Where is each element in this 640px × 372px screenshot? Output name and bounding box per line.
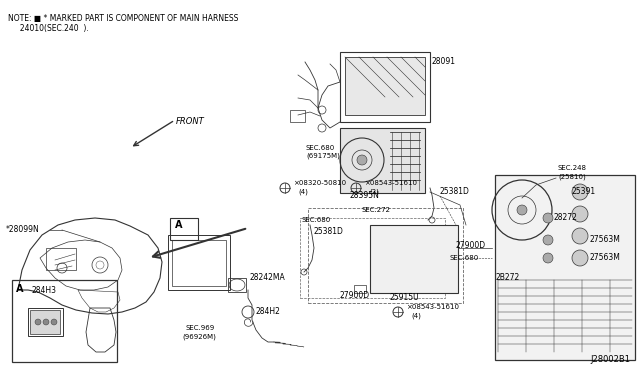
Text: 25381D: 25381D	[314, 228, 344, 237]
Circle shape	[35, 319, 41, 325]
Text: (69175M): (69175M)	[306, 153, 340, 159]
Text: ×08543-51610: ×08543-51610	[364, 180, 417, 186]
Bar	[340, 128, 425, 193]
Text: ×08543-51610: ×08543-51610	[406, 304, 459, 310]
Text: 28272: 28272	[554, 214, 578, 222]
Text: 2B272: 2B272	[496, 273, 520, 282]
Circle shape	[51, 319, 57, 325]
Text: *28099N: *28099N	[6, 225, 40, 234]
Text: 28395N: 28395N	[350, 192, 380, 201]
Text: 284H2: 284H2	[256, 308, 281, 317]
Text: SEC.680: SEC.680	[450, 255, 479, 261]
Circle shape	[572, 228, 588, 244]
Text: A: A	[16, 284, 24, 294]
Bar	[345, 57, 425, 115]
Circle shape	[517, 205, 527, 215]
Text: 24010(SEC.240  ).: 24010(SEC.240 ).	[8, 24, 89, 33]
Bar	[228, 278, 246, 292]
Circle shape	[572, 250, 588, 266]
Circle shape	[572, 184, 588, 200]
Text: SEC.248: SEC.248	[558, 165, 587, 171]
Circle shape	[543, 213, 553, 223]
Text: 25915U: 25915U	[390, 292, 420, 301]
Bar	[340, 52, 430, 122]
Bar	[46, 248, 76, 270]
Text: J28002B1: J28002B1	[590, 356, 630, 365]
Text: (2): (2)	[369, 189, 379, 195]
Text: FRONT: FRONT	[176, 118, 205, 126]
Text: SEC.680: SEC.680	[306, 145, 335, 151]
Text: (25810): (25810)	[558, 174, 586, 180]
Text: 27563M: 27563M	[590, 235, 621, 244]
Text: A: A	[175, 220, 182, 230]
Bar	[308, 208, 463, 303]
Text: SEC.272: SEC.272	[362, 207, 391, 213]
Text: (4): (4)	[298, 189, 308, 195]
Text: (4): (4)	[411, 313, 421, 319]
Text: SEC.969: SEC.969	[185, 325, 214, 331]
Bar	[12, 280, 117, 362]
Text: 27563M: 27563M	[590, 253, 621, 263]
Bar	[300, 218, 445, 298]
Text: 27900D: 27900D	[340, 291, 370, 299]
Text: NOTE: ■ * MARKED PART IS COMPONENT OF MAIN HARNESS: NOTE: ■ * MARKED PART IS COMPONENT OF MA…	[8, 14, 238, 23]
Text: 28091: 28091	[432, 58, 456, 67]
Bar	[354, 285, 366, 293]
Text: 284H3: 284H3	[32, 286, 57, 295]
Text: 25381D: 25381D	[440, 187, 470, 196]
Bar	[30, 310, 60, 334]
Text: (96926M): (96926M)	[182, 334, 216, 340]
Bar	[172, 240, 226, 286]
Bar	[170, 218, 198, 240]
Bar	[290, 110, 305, 122]
Text: 28242MA: 28242MA	[250, 273, 285, 282]
Circle shape	[543, 235, 553, 245]
Text: 27900D: 27900D	[455, 241, 485, 250]
Bar	[495, 175, 635, 360]
Text: ×08320-50810: ×08320-50810	[293, 180, 346, 186]
Circle shape	[543, 253, 553, 263]
Bar	[28, 308, 63, 336]
Bar	[370, 225, 458, 293]
Circle shape	[43, 319, 49, 325]
Bar	[168, 235, 230, 290]
Text: SEC.680: SEC.680	[302, 217, 332, 223]
Circle shape	[572, 206, 588, 222]
Circle shape	[357, 155, 367, 165]
Text: 25391: 25391	[572, 187, 596, 196]
